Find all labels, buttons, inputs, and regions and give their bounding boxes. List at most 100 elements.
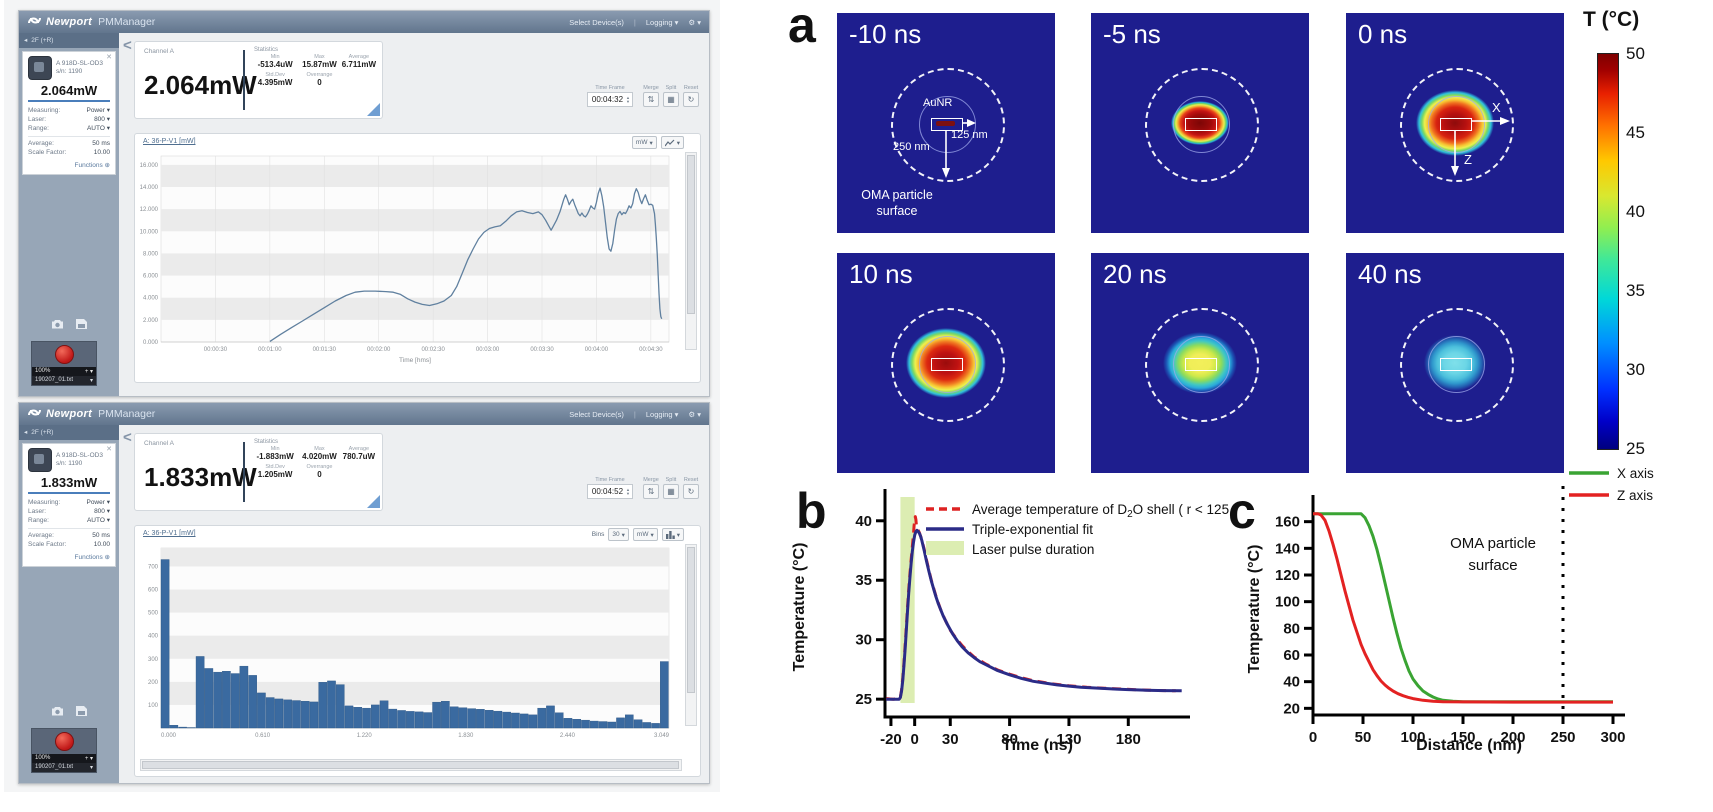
- time-frame-input[interactable]: 00:04:52 ▲ ▼: [586, 484, 633, 499]
- sidebar-tab[interactable]: ◂ 2F (+R): [19, 425, 119, 440]
- collapse-sidebar-icon[interactable]: <: [123, 429, 132, 446]
- record-percent: 100%: [35, 755, 51, 761]
- chart-title[interactable]: A: 36-P-V1 [mW]: [143, 530, 196, 537]
- svg-text:130: 130: [1056, 731, 1081, 748]
- functions-link[interactable]: Functions ⊕: [74, 162, 110, 169]
- merge-button[interactable]: ⇅: [643, 92, 659, 107]
- line-chart-card: A: 36-P-V1 [mW] mW ▾ ▾ 0.000 2.000 4.000 6.…: [134, 133, 701, 383]
- camera-icon[interactable]: [51, 703, 64, 721]
- average-select[interactable]: 50 ms: [92, 140, 110, 147]
- range-select[interactable]: AUTO ▾: [86, 125, 110, 132]
- menu-separator: |: [633, 17, 636, 27]
- svg-text:3.049: 3.049: [654, 733, 670, 739]
- chart-type-select[interactable]: ▾: [660, 136, 684, 149]
- aunr-label: AuNR: [923, 97, 953, 109]
- z-axis-label: Z: [1464, 152, 1472, 167]
- merge-button[interactable]: ⇅: [643, 484, 659, 499]
- heatmap-tile-10ns: 10 ns: [837, 253, 1055, 473]
- spinner-icon[interactable]: ▲ ▼: [626, 94, 630, 104]
- stat-stddev: 1.205mW: [257, 470, 293, 479]
- select-devices-menu[interactable]: Select Device(s): [569, 17, 624, 27]
- device-card[interactable]: ✕ A 918D-SL-OD3 s/n: 1190 2.064mW Measur…: [22, 51, 116, 175]
- vertical-scrollbar[interactable]: [685, 152, 697, 350]
- svg-text:6.000: 6.000: [143, 274, 159, 280]
- svg-text:Temperature (°C): Temperature (°C): [791, 543, 808, 672]
- record-controls-icon[interactable]: + ▾: [84, 756, 93, 762]
- close-icon[interactable]: ✕: [106, 54, 112, 61]
- horizontal-scrollbar[interactable]: [140, 759, 682, 771]
- power-sensor-icon: [28, 56, 52, 80]
- measuring-select[interactable]: Power ▾: [86, 107, 110, 114]
- svg-text:0: 0: [1309, 729, 1317, 746]
- svg-text:100: 100: [1400, 729, 1425, 746]
- svg-text:0.000: 0.000: [161, 733, 177, 739]
- laser-select[interactable]: 800 ▾: [94, 116, 110, 123]
- record-button[interactable]: [54, 732, 74, 751]
- svg-text:80: 80: [1283, 620, 1300, 637]
- close-icon[interactable]: ✕: [106, 446, 112, 453]
- time-frame-input[interactable]: 00:04:32 ▲ ▼: [586, 92, 633, 107]
- accent-divider: [28, 492, 110, 494]
- unit-select[interactable]: mW ▾: [631, 136, 657, 149]
- record-controls-icon[interactable]: + ▾: [84, 369, 93, 375]
- settings-gear-icon[interactable]: ⚙ ▾: [688, 409, 701, 419]
- split-button[interactable]: ▦: [663, 484, 679, 499]
- svg-text:250: 250: [1550, 729, 1575, 746]
- unit-select[interactable]: mW ▾: [632, 528, 658, 541]
- bins-select[interactable]: 30 ▾: [608, 528, 629, 541]
- tile-time-label: 40 ns: [1358, 259, 1422, 289]
- measuring-select[interactable]: Power ▾: [86, 499, 110, 506]
- collapse-sidebar-icon[interactable]: <: [123, 37, 132, 54]
- save-icon[interactable]: [76, 316, 87, 334]
- svg-text:Distance (nm): Distance (nm): [1416, 737, 1522, 754]
- svg-text:Z axis: Z axis: [1617, 488, 1653, 503]
- average-select[interactable]: 50 ms: [92, 532, 110, 539]
- sidebar-tab[interactable]: ◂ 2F (+R): [19, 33, 119, 48]
- logging-menu[interactable]: Logging ▾: [645, 409, 679, 419]
- file-dropdown-icon[interactable]: ▾: [89, 765, 93, 771]
- range-select[interactable]: AUTO ▾: [86, 517, 110, 524]
- settings-gear-icon[interactable]: ⚙ ▾: [688, 17, 701, 27]
- scale-factor-field[interactable]: 10.00: [93, 149, 110, 156]
- reset-button[interactable]: ↻: [683, 484, 699, 499]
- vertical-scrollbar[interactable]: [685, 544, 697, 726]
- file-dropdown-icon[interactable]: ▾: [89, 378, 93, 384]
- shell-circle: [1172, 335, 1230, 393]
- scale-factor-field[interactable]: 10.00: [93, 541, 110, 548]
- oma-surface-circle: [1400, 308, 1514, 422]
- resize-corner-icon[interactable]: [367, 103, 380, 116]
- svg-text:20: 20: [1283, 700, 1300, 717]
- menu-separator: |: [633, 409, 636, 419]
- camera-icon[interactable]: [51, 316, 64, 334]
- panel-label-c: c: [1228, 483, 1256, 539]
- colorbar-tick: 25: [1626, 439, 1645, 458]
- logging-menu[interactable]: Logging ▾: [645, 17, 679, 27]
- heatmap-tile-20ns: 20 ns: [1091, 253, 1309, 473]
- bins-label: Bins: [591, 531, 605, 538]
- record-button[interactable]: [54, 345, 74, 364]
- functions-link[interactable]: Functions ⊕: [74, 554, 110, 561]
- chart-title[interactable]: A: 36-P-V1 [mW]: [143, 138, 196, 145]
- reset-button[interactable]: ↻: [683, 92, 699, 107]
- setting-row: Measuring: Power ▾: [28, 499, 110, 506]
- chart-type-select[interactable]: ▾: [661, 528, 684, 541]
- power-histogram-chart[interactable]: 100 200 300 400 500 600 700 0.000 0.610 1.220 1.83…: [135, 542, 683, 754]
- svg-text:30: 30: [942, 731, 959, 748]
- colorbar-tick: 40: [1626, 202, 1645, 221]
- svg-text:600: 600: [148, 588, 159, 594]
- select-devices-menu[interactable]: Select Device(s): [569, 409, 624, 419]
- device-name: A 918D-SL-OD3: [56, 452, 103, 459]
- resize-corner-icon[interactable]: [367, 495, 380, 508]
- device-card[interactable]: ✕ A 918D-SL-OD3 s/n: 1190 1.833mW Measur…: [22, 443, 116, 567]
- laser-select[interactable]: 800 ▾: [94, 508, 110, 515]
- power-reading-value: 1.833mW: [144, 462, 257, 492]
- spinner-icon[interactable]: ▲ ▼: [626, 486, 630, 496]
- svg-text:10.000: 10.000: [140, 229, 159, 235]
- power-line-chart[interactable]: 0.000 2.000 4.000 6.000 8.000 10.000 12.000 14.…: [135, 150, 683, 376]
- split-button[interactable]: ▦: [663, 92, 679, 107]
- titlebar[interactable]: Newport PMManager Select Device(s) | Log…: [19, 11, 709, 33]
- svg-text:300: 300: [1600, 729, 1625, 746]
- stat-overrange: 0: [317, 78, 322, 87]
- save-icon[interactable]: [76, 703, 87, 721]
- titlebar[interactable]: Newport PMManager Select Device(s) | Log…: [19, 403, 709, 425]
